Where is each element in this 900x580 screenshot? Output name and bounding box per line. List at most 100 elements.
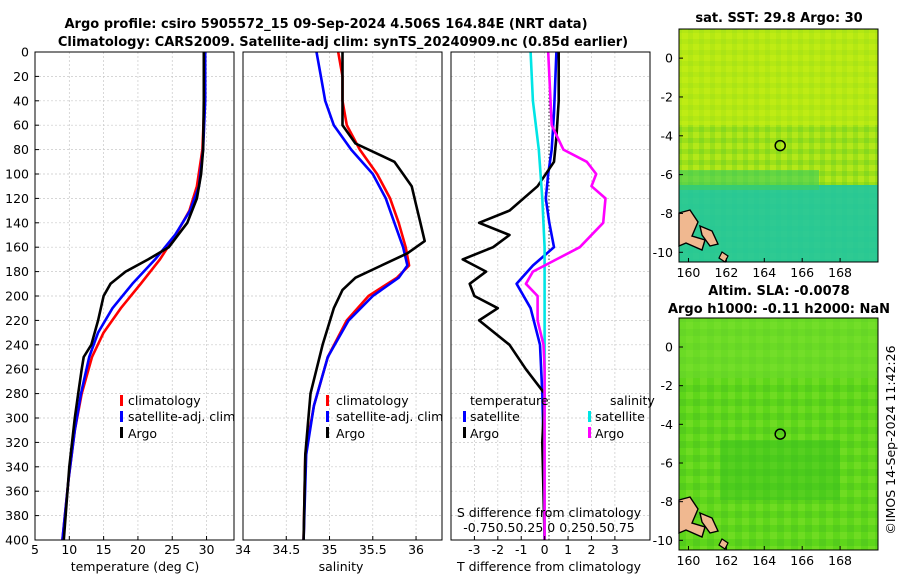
legend-swatch-sal-argo xyxy=(588,427,591,438)
x-tick-label: 34.5 xyxy=(272,542,300,557)
lon-tick-label: 164 xyxy=(752,553,776,568)
depth-tick-label: 320 xyxy=(5,435,29,450)
temperature-legend: climatology satellite-adj. clim Argo xyxy=(120,393,235,441)
lat-tick-label: -10 xyxy=(653,533,673,548)
legend-title-salinity: salinity xyxy=(610,393,655,408)
legend-swatch-satellite-adj xyxy=(120,411,123,422)
depth-tick-label: 340 xyxy=(5,459,29,474)
depth-tick-label: 120 xyxy=(5,191,29,206)
legend-swatch-temp-satellite xyxy=(463,411,466,422)
legend-swatch-argo xyxy=(120,427,123,438)
lat-tick-label: -2 xyxy=(661,378,673,393)
series-line-salinity-argo xyxy=(524,52,607,540)
argo-position-marker xyxy=(774,428,786,440)
argo-position-marker xyxy=(774,139,786,152)
x-tick-label: 25 xyxy=(164,542,180,557)
lat-tick-label: -4 xyxy=(661,417,674,432)
depth-tick-label: 360 xyxy=(5,484,29,499)
s-difference-label: S difference from climatology xyxy=(457,505,642,520)
depth-tick-label: 380 xyxy=(5,508,29,523)
depth-tick-label: 260 xyxy=(5,362,29,377)
sla-low-band xyxy=(720,440,840,500)
legend-label-temp-argo: Argo xyxy=(470,426,499,441)
sst-map-title: sat. SST: 29.8 Argo: 30 xyxy=(695,11,862,26)
lon-tick-label: 162 xyxy=(714,553,738,568)
sst-map xyxy=(678,28,879,263)
difference-x-label: T difference from climatology xyxy=(456,559,642,574)
sla-map-title-line-2: Argo h1000: -0.11 h2000: NaN xyxy=(668,302,890,317)
x-tick-label: 30 xyxy=(199,542,215,557)
x-tick-label: 10 xyxy=(61,542,77,557)
legend-swatch-temp-argo xyxy=(463,427,466,438)
sla-map xyxy=(678,317,879,551)
lat-tick-label: 0 xyxy=(665,340,673,355)
depth-tick-label: 60 xyxy=(13,118,29,133)
lon-tick-label: 166 xyxy=(790,553,814,568)
x-tick-label: -1 xyxy=(515,542,527,557)
sla-lon-tick-labels: 160 162 164 166 168 xyxy=(677,546,852,568)
salinity-legend: climatology satellite-adj. clim Argo xyxy=(326,393,443,441)
depth-tick-label: 400 xyxy=(5,533,29,548)
series-line-argo xyxy=(302,52,427,540)
depth-tick-label: 160 xyxy=(5,240,29,255)
x-tick-label: 3 xyxy=(611,542,619,557)
legend-swatch-argo xyxy=(326,427,329,438)
legend-label-temp-satellite: satellite xyxy=(470,409,520,424)
sla-map-frame xyxy=(678,317,879,551)
s-difference-tick-labels: -0.750.50.25 0 0.250.50.75 xyxy=(463,520,635,535)
figure-title-line-2: Climatology: CARS2009. Satellite-adj cli… xyxy=(58,35,628,50)
sla-map-title-line-1: Altim. SLA: -0.0078 xyxy=(708,284,849,299)
legend-label-climatology: climatology xyxy=(336,393,409,408)
legend-label-satellite-adj: satellite-adj. clim xyxy=(128,409,235,424)
temperature-panel-lines xyxy=(61,52,207,540)
x-tick-label: 36 xyxy=(408,542,424,557)
legend-title-temperature: temperature xyxy=(470,393,549,408)
legend-swatch-climatology xyxy=(120,395,123,406)
lon-tick-label: 168 xyxy=(828,553,852,568)
sst-island-2 xyxy=(699,224,719,247)
depth-tick-labels: 0 20 40 60 80 100 120 140 160 180 200 220 240 260 280 3… xyxy=(5,45,39,548)
legend-label-argo: Argo xyxy=(336,426,365,441)
sst-transition-band xyxy=(679,170,819,190)
lon-tick-label: 168 xyxy=(828,265,852,280)
sla-high-band xyxy=(679,318,878,378)
x-tick-label: 34 xyxy=(235,542,251,557)
lat-tick-label: -6 xyxy=(661,167,674,182)
temperature-x-label: temperature (deg C) xyxy=(71,559,200,574)
lat-tick-label: -8 xyxy=(661,494,674,509)
lat-tick-label: -8 xyxy=(661,206,674,221)
x-tick-label: 5 xyxy=(31,542,39,557)
lat-tick-label: 0 xyxy=(665,51,673,66)
lat-tick-label: -2 xyxy=(661,89,673,104)
legend-label-climatology: climatology xyxy=(128,393,201,408)
x-tick-label: 2 xyxy=(587,542,595,557)
sla-island-3 xyxy=(718,538,729,550)
legend-swatch-satellite-adj xyxy=(326,411,329,422)
figure-title-line-1: Argo profile: csiro 5905572_15 09-Sep-20… xyxy=(64,17,587,32)
salinity-x-tick-labels: 34 34.5 35 35.5 36 xyxy=(235,536,424,557)
lon-tick-label: 160 xyxy=(677,553,701,568)
temperature-x-tick-labels: 5 10 15 20 25 30 xyxy=(31,536,215,557)
sst-lon-tick-labels: 160 162 164 166 168 xyxy=(677,258,852,280)
x-tick-label: -2 xyxy=(492,542,504,557)
salinity-x-label: salinity xyxy=(319,559,364,574)
depth-tick-label: 80 xyxy=(13,142,29,157)
depth-tick-label: 220 xyxy=(5,313,29,328)
sla-island-2 xyxy=(699,511,719,534)
depth-tick-label: 180 xyxy=(5,264,29,279)
series-line-temperature-argo xyxy=(461,52,561,540)
depth-tick-label: 40 xyxy=(13,93,29,108)
x-tick-label: 20 xyxy=(130,542,146,557)
salinity-panel-frame xyxy=(242,51,443,541)
depth-tick-label: 20 xyxy=(13,69,29,84)
x-tick-label: 35 xyxy=(322,542,338,557)
difference-panel-lines xyxy=(461,52,607,540)
depth-tick-label: 300 xyxy=(5,411,29,426)
series-line-argo xyxy=(62,52,206,540)
lon-tick-label: 166 xyxy=(790,265,814,280)
x-tick-label: 1 xyxy=(564,542,572,557)
lat-tick-label: -10 xyxy=(653,245,673,260)
difference-legend: temperature satellite Argo salinity sate… xyxy=(463,393,655,441)
x-tick-label: -3 xyxy=(468,542,480,557)
